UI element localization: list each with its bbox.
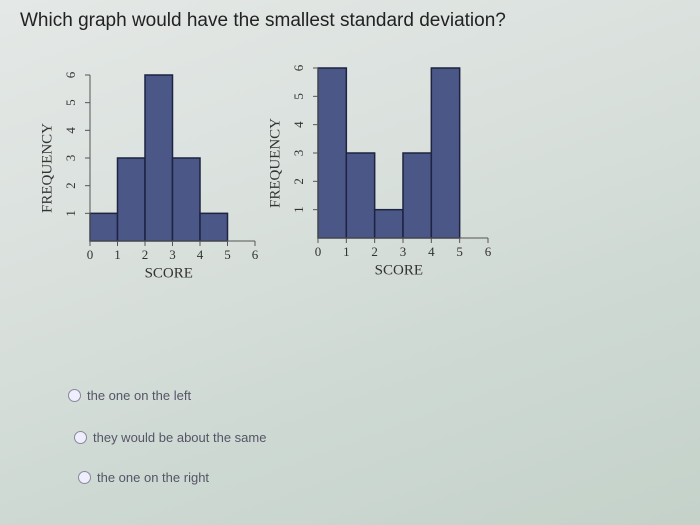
y-tick-label: 4 [291,121,306,128]
x-tick-label: 5 [224,247,231,262]
x-tick-label: 0 [87,247,94,262]
option[interactable]: the one on the right [78,470,209,485]
x-tick-label: 6 [252,247,259,262]
x-tick-label: 1 [343,244,350,259]
bar [89,212,119,242]
y-tick-label: 2 [63,182,78,189]
y-tick-label: 6 [63,71,78,78]
y-tick-label: 5 [63,99,78,106]
x-tick-label: 5 [456,244,463,259]
y-tick-label: 5 [291,93,306,100]
y-tick-label: 1 [291,206,306,213]
bar [430,67,461,239]
x-tick-label: 3 [400,244,407,259]
bar [144,74,174,242]
bar [373,208,404,239]
y-tick-label: 1 [63,210,78,217]
radio[interactable] [68,389,81,402]
y-tick-label: 4 [63,127,78,134]
y-tick-label: 2 [291,178,306,185]
bar [317,67,348,239]
question: Which graph would have the smallest stan… [20,10,506,31]
option-label: the one on the right [97,470,210,485]
x-tick-label: 2 [371,244,378,259]
x-tick-label: 4 [428,244,435,259]
radio[interactable] [74,431,87,444]
bar [199,212,229,242]
y-axis-label: FREQUENCY [39,123,55,213]
x-axis-label: SCORE [145,265,193,281]
x-tick-label: 2 [142,247,149,262]
x-tick-label: 0 [315,244,322,259]
y-tick-label: 3 [291,150,306,157]
y-axis-label: FREQUENCY [267,118,283,208]
x-tick-label: 3 [169,247,176,262]
option-label: the one on the left [87,388,192,403]
x-tick-label: 6 [485,244,492,259]
y-tick-label: 6 [291,64,306,71]
bar [171,157,201,242]
x-tick-label: 1 [114,247,121,262]
y-tick-label: 3 [63,155,78,162]
option[interactable]: they would be about the same [74,430,266,445]
option[interactable]: the one on the left [68,388,191,403]
x-axis-label: SCORE [375,262,423,278]
bar [402,152,433,239]
bar [345,152,376,239]
bar [116,157,146,242]
radio[interactable] [78,471,91,484]
x-tick-label: 4 [197,247,204,262]
option-label: they would be about the same [93,430,267,445]
